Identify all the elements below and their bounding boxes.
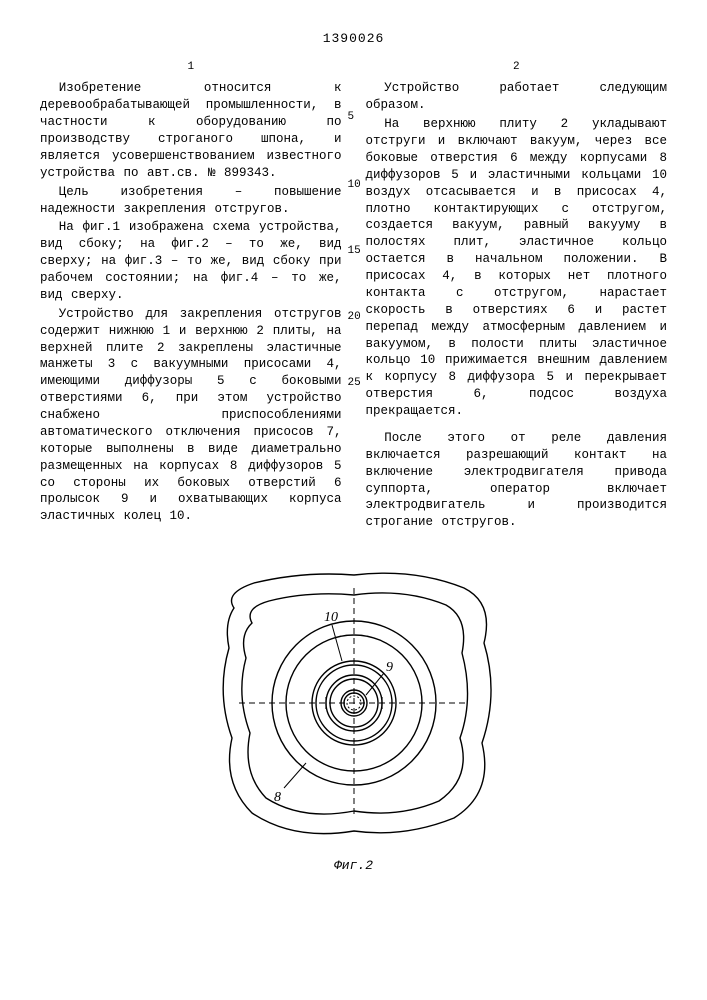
svg-text:9: 9 (386, 660, 393, 675)
figure-2: 10 9 8 Фиг.2 (40, 553, 667, 875)
paragraph: Цель изобретения – повышение надежности … (40, 184, 342, 218)
line-marker: 25 (348, 376, 361, 391)
paragraph: Устройство для закрепления отстругов сод… (40, 306, 342, 525)
paragraph: На фиг.1 изображена схема устройства, ви… (40, 219, 342, 303)
text-columns: 1 Изобретение относится к деревообрабаты… (40, 60, 667, 534)
line-marker: 15 (348, 244, 361, 259)
paragraph: Изобретение относится к деревообрабатыва… (40, 80, 342, 181)
right-col-number: 2 (366, 60, 668, 75)
paragraph: После этого от реле давления включается … (366, 430, 668, 531)
right-column: 5 10 15 20 25 2 Устройство работает след… (366, 60, 668, 534)
svg-text:10: 10 (324, 610, 338, 625)
line-marker: 20 (348, 310, 361, 325)
left-column: 1 Изобретение относится к деревообрабаты… (40, 60, 342, 534)
paragraph: На верхнюю плиту 2 укладывают отструги и… (366, 116, 668, 420)
line-marker: 5 (348, 110, 355, 125)
figure-caption: Фиг.2 (40, 857, 667, 875)
svg-text:8: 8 (274, 790, 281, 805)
figure-diagram: 10 9 8 (184, 553, 524, 853)
left-col-number: 1 (40, 60, 342, 75)
paragraph: Устройство работает следующим образом. (366, 80, 668, 114)
document-number: 1390026 (40, 30, 667, 48)
line-marker: 10 (348, 178, 361, 193)
